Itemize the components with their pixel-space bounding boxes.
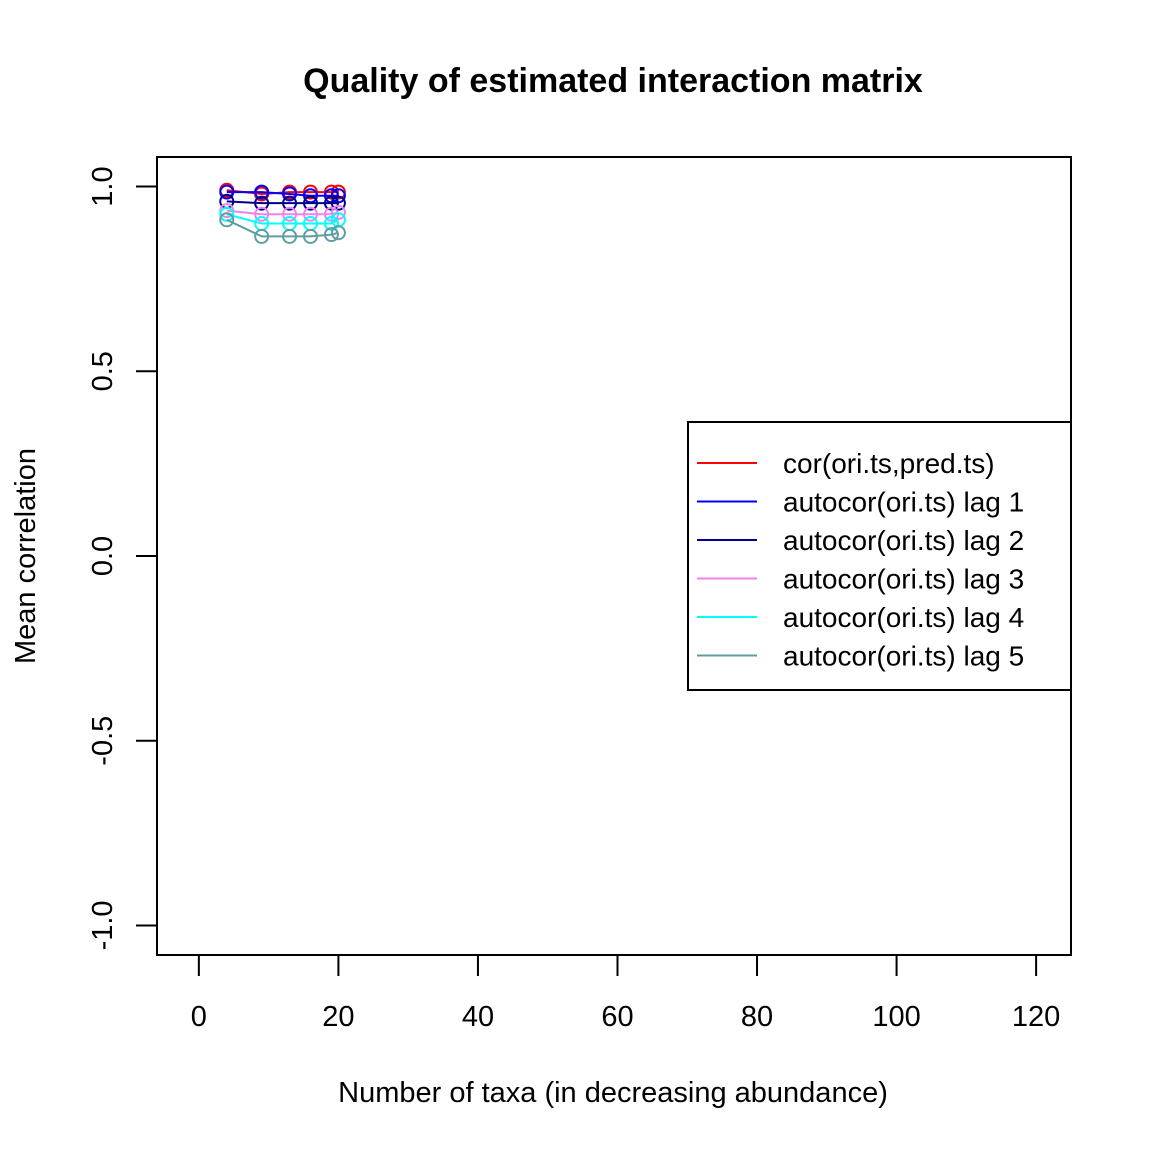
legend-label: autocor(ori.ts) lag 5 [783, 641, 1024, 672]
data-point [302, 228, 318, 244]
series-3 [219, 193, 346, 211]
data-point [219, 212, 235, 228]
x-tick-label: 80 [741, 1001, 773, 1033]
data-point [330, 204, 346, 220]
data-point [254, 184, 270, 200]
x-axis: 0 20 40 60 80 100 120 [191, 954, 1060, 1033]
legend: cor(ori.ts,pred.ts) autocor(ori.ts) lag 1… [687, 421, 1072, 691]
data-point [330, 225, 346, 241]
y-tick-label: -1.0 [87, 900, 119, 950]
data-point [282, 195, 298, 211]
x-tick-label: 120 [1012, 1001, 1060, 1033]
x-tick-label: 100 [872, 1001, 920, 1033]
data-point [254, 195, 270, 211]
data-point [219, 184, 235, 200]
series-layer [219, 182, 346, 244]
legend-box [687, 421, 1072, 691]
data-point [282, 186, 298, 202]
legend-label: autocor(ori.ts) lag 4 [783, 602, 1024, 633]
legend-label: autocor(ori.ts) lag 3 [783, 564, 1024, 595]
y-tick-label: 0.5 [87, 351, 119, 391]
chart-title: Quality of estimated interaction matrix [303, 62, 923, 100]
data-point [302, 206, 318, 222]
legend-label: cor(ori.ts,pred.ts) [783, 448, 995, 479]
data-point [254, 206, 270, 222]
data-point [282, 228, 298, 244]
x-tick-label: 20 [322, 1001, 354, 1033]
x-tick-label: 40 [462, 1001, 494, 1033]
data-point [282, 206, 298, 222]
x-tick-label: 60 [601, 1001, 633, 1033]
x-tick-label: 0 [191, 1001, 207, 1033]
x-axis-title: Number of taxa (in decreasing abundance) [338, 1077, 888, 1109]
series-6 [219, 212, 346, 244]
y-tick-label: 1.0 [87, 166, 119, 206]
data-point [323, 227, 339, 243]
y-tick-label: 0.0 [87, 536, 119, 576]
legend-label: autocor(ori.ts) lag 1 [783, 487, 1024, 518]
y-axis-title: Mean correlation [10, 448, 42, 664]
data-point [254, 228, 270, 244]
data-point [302, 195, 318, 211]
legend-label: autocor(ori.ts) lag 2 [783, 525, 1024, 556]
y-axis: -1.0 -0.5 0.0 0.5 1.0 [87, 166, 158, 950]
y-tick-label: -0.5 [87, 716, 119, 766]
data-point [330, 195, 346, 211]
